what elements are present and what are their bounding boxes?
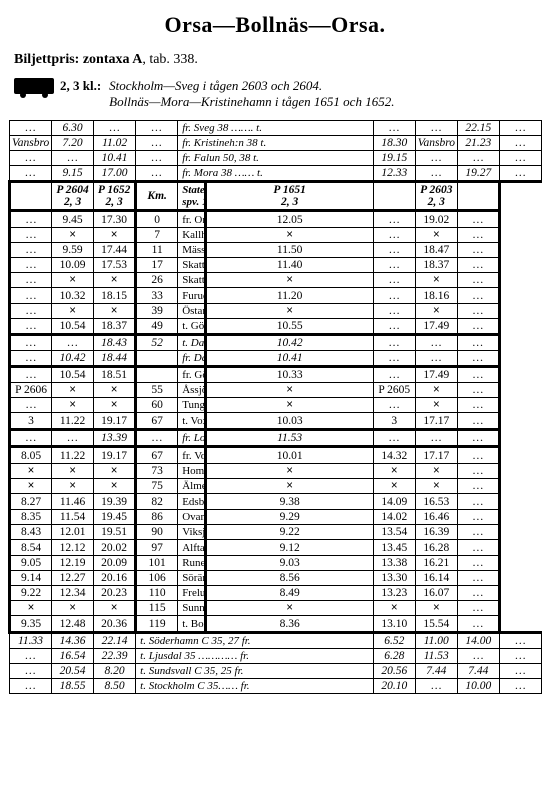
table-row: 9.3512.4820.36119t. Bollnäs ✕ …. fr.8.36… [10, 616, 542, 633]
table-row: …10.5418.3749t. Göringen …… fr.10.55…17.… [10, 319, 542, 335]
table-row: 311.2219.1767t. Voxna (✕)…… fr.10.03317.… [10, 413, 542, 430]
train-1652: P 16522, 3 [94, 182, 136, 211]
train-header: P 26042, 3 P 16522, 3 Km. Statens järnvä… [10, 182, 542, 211]
section-voxna-bollnas: 8.0511.2219.1767fr. Voxna (✕)…. t.10.011… [10, 447, 542, 633]
train-icon [14, 78, 54, 94]
connecting-top: …6.30……fr. Sveg 38 ……. t.……22.15…Vansbro… [10, 121, 542, 182]
section-goringen-voxna: …10.5418.51fr. Göringen …… t.10.33…17.49… [10, 367, 542, 430]
class-info: 2, 3 kl.: Stockholm—Sveg i tågen 2603 oc… [14, 78, 542, 110]
lobonas-row: … … 13.39 … fr. Lobonäs 42… t. 11.53 … …… [10, 430, 542, 447]
table-row: Vansbro7.2011.02…fr. Kristineh:n 38 t.18… [10, 136, 542, 151]
table-row: 11.3314.3622.14t. Söderhamn C 35, 27 fr.… [10, 633, 542, 649]
table-row: ……18.4352t. Dalfors …… fr.10.42……… [10, 335, 542, 351]
table-row: …××39 Östanvik×…×… [10, 304, 542, 319]
railway-header: Statens järnvägarspv. 1.435. [178, 182, 205, 211]
table-row: ×××75 Älmeskullen×××… [10, 479, 542, 494]
table-row: …10.3218.1533 Furudal (✕).11.20…18.16… [10, 288, 542, 304]
train-1651: P 16512, 3 [205, 182, 373, 211]
table-row: …××7 Kallholsfors×…×… [10, 228, 542, 243]
table-row: 8.3511.5419.4586 Ovanåker….9.2914.0216.4… [10, 510, 542, 525]
table-row: …20.548.20t. Sundsvall C 35, 25 fr.20.56… [10, 664, 542, 679]
table-row: …××60 Tungsen×…×… [10, 398, 542, 413]
table-row: P 2606××55 Åssjöbo ………×P 2605×… [10, 383, 542, 398]
train-2604: P 26042, 3 [52, 182, 94, 211]
table-row: 8.2711.4619.3982 Edsbyn (✕).9.3814.0916.… [10, 494, 542, 510]
table-row: …9.4517.300fr. Orsa ✕ ……. t.12.05…19.02… [10, 211, 542, 228]
table-row: 9.1412.2720.16106 Söräng…….8.5613.3016.1… [10, 571, 542, 586]
table-row: …18.558.50t. Stockholm C 35…… fr.20.10…1… [10, 679, 542, 694]
table-row: …6.30……fr. Sveg 38 ……. t.……22.15… [10, 121, 542, 136]
table-row: …10.0917.5317 Skattungbyn11.40…18.37… [10, 258, 542, 273]
table-row: 8.5412.1220.0297 Alfta (✕)….9.1213.4516.… [10, 540, 542, 556]
timetable: …6.30……fr. Sveg 38 ……. t.……22.15…Vansbro… [8, 120, 542, 694]
table-row: …10.4218.44fr. Dalfors …… t.10.41……… [10, 351, 542, 367]
table-row: 8.4312.0119.5190 Viksjöfors…9.2213.5416.… [10, 525, 542, 540]
km-header: Km. [136, 182, 178, 211]
section-dalfors: ……18.4352t. Dalfors …… fr.10.42…………10.42… [10, 335, 542, 367]
table-row: …16.5422.39t. Ljusdal 35 ………… fr.6.2811.… [10, 649, 542, 664]
table-row: 9.0512.1920.09101 Runemo…….9.0313.3816.2… [10, 556, 542, 571]
route-title: Orsa—Bollnäs—Orsa. [8, 12, 542, 38]
ticket-price: Biljettpris: zontaxa A, tab. 338. [14, 52, 542, 68]
train-2603: P 26032, 3 [415, 182, 457, 211]
table-row: ×××115 Sunnerstaholm.×××… [10, 601, 542, 616]
table-row: 8.0511.2219.1767fr. Voxna (✕)…. t.10.011… [10, 447, 542, 464]
table-row: …9.5917.4411 Mässbacken.11.50…18.47… [10, 243, 542, 258]
table-row: …10.5418.51fr. Göringen …… t.10.33…17.49… [10, 367, 542, 383]
section-orsa-goringen: …9.4517.300fr. Orsa ✕ ……. t.12.05…19.02…… [10, 211, 542, 335]
connecting-bottom: 11.3314.3622.14t. Söderhamn C 35, 27 fr.… [10, 633, 542, 694]
table-row: ×××73 Homna×××… [10, 464, 542, 479]
table-row: …××26 Skattungsjön…×…×… [10, 273, 542, 288]
table-row: ……10.41…fr. Falun 50, 38 t.19.15……… [10, 151, 542, 166]
table-row: …9.1517.00…fr. Mora 38 …… t.12.33…19.27… [10, 166, 542, 182]
table-row: 9.2212.3420.23110 Freluga……8.4913.2316.0… [10, 586, 542, 601]
